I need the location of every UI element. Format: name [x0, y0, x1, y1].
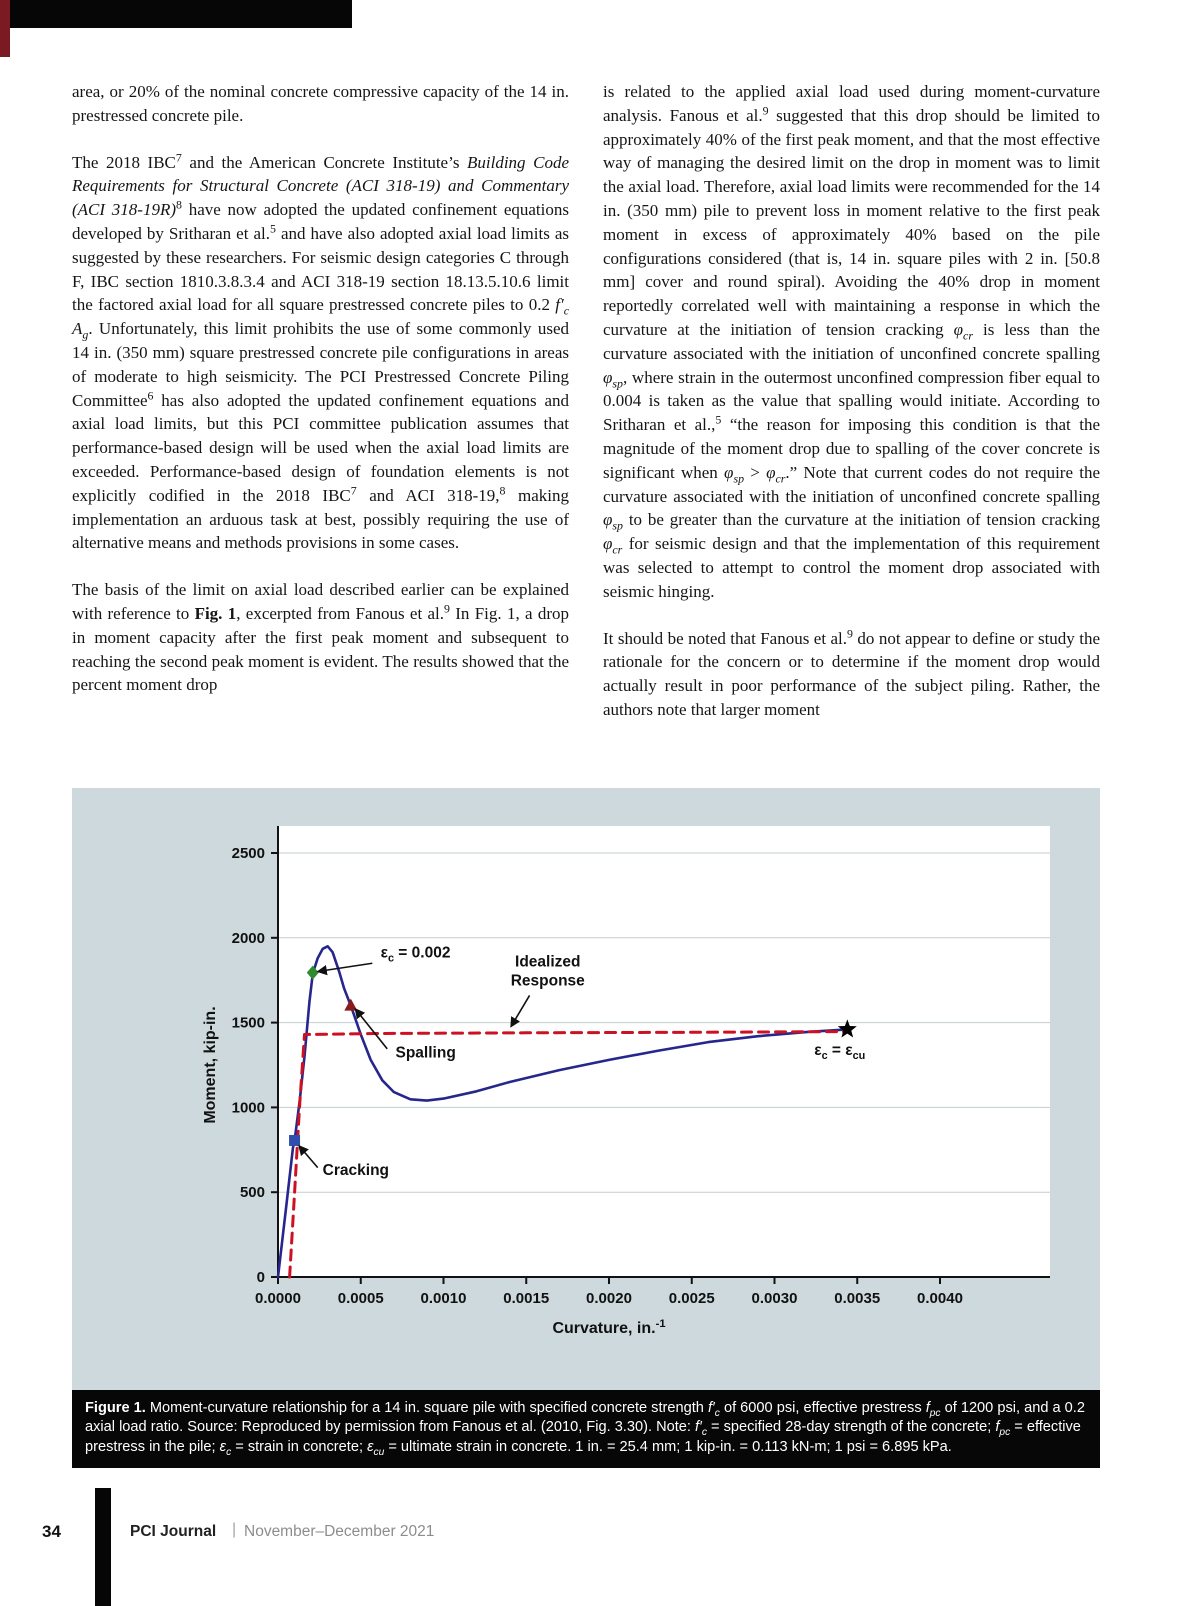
svg-text:Curvature, in.-1: Curvature, in.-1: [552, 1318, 665, 1337]
svg-text:0.0025: 0.0025: [669, 1290, 715, 1307]
svg-text:2000: 2000: [232, 930, 265, 947]
figure-1: 0 500 1000 1500 2000 2500 0.0000 0.0005 0.0010 0.…: [72, 788, 1100, 1468]
paragraph: The basis of the limit on axial load des…: [72, 580, 569, 695]
top-left-black-bar: [10, 0, 352, 28]
issue-date: November–December 2021: [244, 1523, 435, 1540]
journal-name: PCI Journal: [130, 1523, 217, 1540]
svg-text:0.0010: 0.0010: [421, 1290, 467, 1307]
svg-text:0.0015: 0.0015: [503, 1290, 549, 1307]
article-body: area, or 20% of the nominal concrete com…: [72, 80, 1100, 722]
svg-text:Cracking: Cracking: [323, 1162, 389, 1179]
svg-text:0.0030: 0.0030: [752, 1290, 798, 1307]
paragraph: area, or 20% of the nominal concrete com…: [72, 82, 569, 125]
moment-curvature-plot: 0 500 1000 1500 2000 2500 0.0000 0.0005 0.0010 0.…: [202, 826, 1050, 1337]
top-left-red-accent: [0, 0, 10, 57]
page-number: 34: [42, 1522, 61, 1541]
svg-text:Spalling: Spalling: [396, 1044, 456, 1061]
figure-caption: Figure 1. Moment-curvature relationship …: [72, 1390, 1100, 1468]
svg-text:0.0000: 0.0000: [255, 1290, 301, 1307]
footer-black-bar: [95, 1488, 111, 1606]
svg-text:0.0005: 0.0005: [338, 1290, 384, 1307]
right-column: is related to the applied axial load use…: [603, 80, 1100, 722]
svg-text:1500: 1500: [232, 1015, 265, 1032]
page-footer: 34 PCI Journal | November–December 2021: [0, 1488, 1200, 1606]
svg-text:1000: 1000: [232, 1099, 265, 1116]
svg-text:Response: Response: [511, 973, 585, 990]
svg-text:0: 0: [257, 1269, 265, 1286]
left-column: area, or 20% of the nominal concrete com…: [72, 80, 569, 722]
paragraph: is related to the applied axial load use…: [603, 82, 1101, 601]
svg-text:Moment, kip-in.: Moment, kip-in.: [202, 1006, 219, 1123]
svg-text:2500: 2500: [232, 845, 265, 862]
footer-separator: |: [232, 1521, 237, 1538]
paragraph: It should be noted that Fanous et al.9 d…: [603, 625, 1100, 719]
svg-text:εc = 0.002: εc = 0.002: [381, 944, 451, 964]
svg-text:0.0020: 0.0020: [586, 1290, 632, 1307]
svg-text:0.0040: 0.0040: [917, 1290, 963, 1307]
svg-text:εc = εcu: εc = εcu: [814, 1042, 865, 1062]
svg-text:0.0035: 0.0035: [834, 1290, 880, 1307]
paragraph: The 2018 IBC7 and the American Concrete …: [72, 149, 569, 553]
svg-text:500: 500: [240, 1184, 265, 1201]
moment-curvature-chart: 0 500 1000 1500 2000 2500 0.0000 0.0005 0.0010 0.…: [72, 788, 1100, 1390]
svg-text:Idealized: Idealized: [515, 954, 580, 971]
